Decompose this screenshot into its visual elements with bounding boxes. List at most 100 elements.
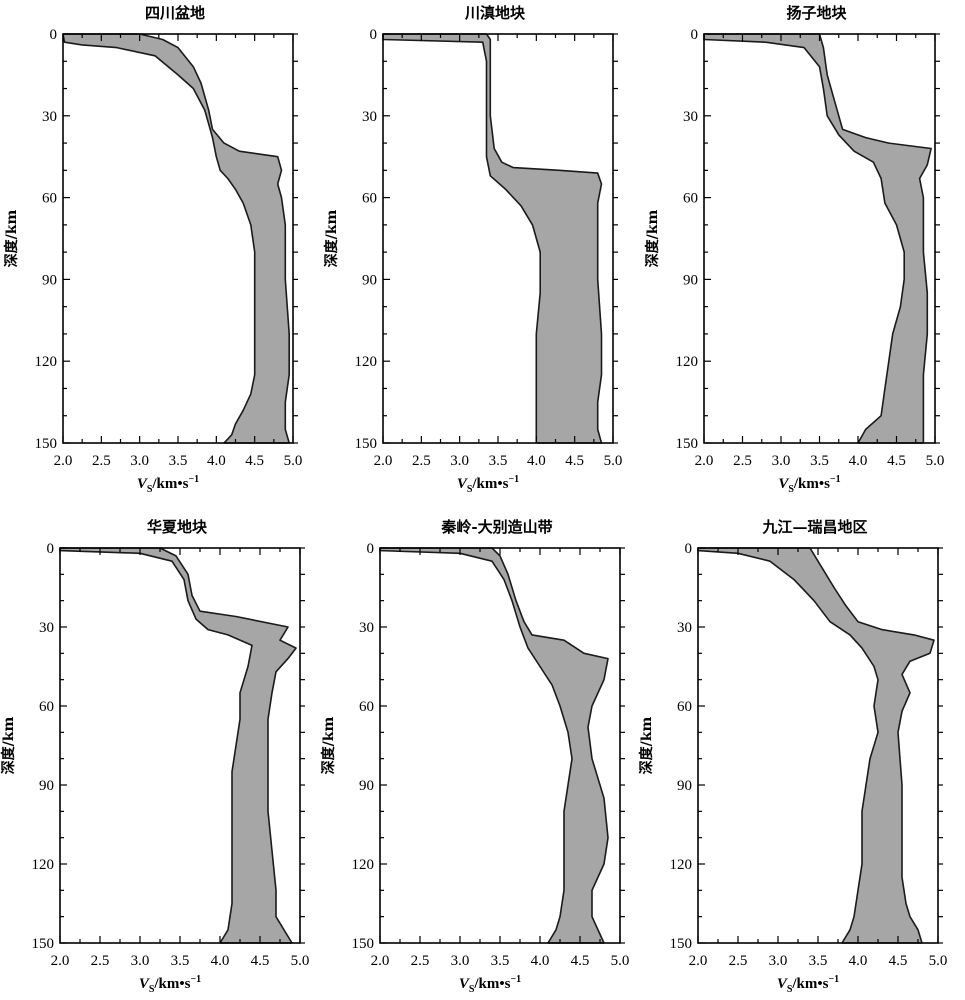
x-axis-label: VS/km•s−1 <box>137 474 199 495</box>
y-tick-label: 120 <box>670 857 693 873</box>
y-axis-label: 深度/km <box>320 717 337 775</box>
x-tick-label: 5.0 <box>926 453 945 469</box>
x-tick-label: 4.0 <box>527 453 546 469</box>
y-tick-label: 150 <box>352 936 375 952</box>
x-tick-label: 2.5 <box>411 953 430 969</box>
x-tick-label: 2.0 <box>371 953 390 969</box>
y-tick-label: 60 <box>683 191 698 207</box>
velocity-band <box>698 548 934 943</box>
x-tick-label: 3.0 <box>451 953 470 969</box>
x-tick-label: 3.5 <box>809 953 828 969</box>
x-tick-label: 3.0 <box>130 453 149 469</box>
x-tick-label: 2.0 <box>689 953 708 969</box>
y-tick-label: 30 <box>359 620 374 636</box>
y-tick-label: 90 <box>677 778 692 794</box>
x-axis-label: VS/km•s−1 <box>778 474 840 495</box>
y-tick-label: 30 <box>683 109 698 125</box>
x-tick-label: 2.5 <box>91 953 110 969</box>
y-tick-label: 60 <box>359 699 374 715</box>
x-tick-label: 3.0 <box>769 953 788 969</box>
chart-panel-1: 2.0 2.5 3.0 3.5 4.0 4.5 5.0 0 30 60 90 120 150 四川盆地深度… <box>3 4 302 495</box>
x-tick-label: 4.5 <box>887 453 906 469</box>
x-tick-label: 5.0 <box>929 953 948 969</box>
chart-panel-5: 2.0 2.5 3.0 3.5 4.0 4.5 5.0 0 30 60 90 120 150 秦岭-大别造… <box>320 518 629 995</box>
x-tick-label: 2.0 <box>374 453 393 469</box>
x-tick-label: 4.5 <box>565 453 584 469</box>
x-tick-label: 4.5 <box>571 953 590 969</box>
x-tick-label: 5.0 <box>604 453 623 469</box>
x-tick-label: 4.0 <box>849 953 868 969</box>
y-tick-label: 60 <box>362 191 377 207</box>
velocity-band <box>704 34 932 443</box>
y-tick-label: 150 <box>35 436 58 452</box>
y-tick-label: 60 <box>42 191 57 207</box>
y-tick-label: 120 <box>355 354 378 370</box>
y-tick-label: 0 <box>367 541 375 557</box>
upper-bound-line <box>383 33 603 444</box>
panel-title: 扬子地块 <box>786 4 847 22</box>
y-axis-label: 深度/km <box>638 717 655 775</box>
velocity-band <box>383 34 602 443</box>
y-tick-label: 120 <box>32 857 55 873</box>
y-tick-label: 90 <box>359 778 374 794</box>
x-tick-label: 2.5 <box>729 953 748 969</box>
y-tick-label: 30 <box>362 109 377 125</box>
x-tick-label: 4.0 <box>849 453 868 469</box>
y-axis-label: 深度/km <box>0 717 17 775</box>
x-tick-label: 3.5 <box>489 453 508 469</box>
y-tick-label: 120 <box>35 354 58 370</box>
velocity-band <box>380 548 608 943</box>
y-tick-label: 150 <box>32 936 55 952</box>
y-tick-label: 120 <box>676 354 699 370</box>
x-tick-label: 3.0 <box>450 453 469 469</box>
x-tick-label: 5.0 <box>291 953 310 969</box>
x-tick-label: 4.5 <box>889 953 908 969</box>
x-axis-label: VS/km•s−1 <box>457 474 519 495</box>
panel-title: 四川盆地 <box>145 4 205 22</box>
lower-bound-line <box>379 548 573 944</box>
x-tick-label: 4.5 <box>245 453 264 469</box>
lower-bound-line <box>697 548 879 944</box>
x-tick-label: 3.0 <box>131 953 150 969</box>
y-axis-label: 深度/km <box>323 210 340 268</box>
x-axis-label: VS/km•s−1 <box>139 974 201 995</box>
x-tick-label: 4.0 <box>207 453 226 469</box>
x-tick-label: 3.5 <box>810 453 829 469</box>
y-tick-label: 30 <box>677 620 692 636</box>
x-axis-label: VS/km•s−1 <box>777 974 839 995</box>
x-tick-label: 2.0 <box>51 953 70 969</box>
y-tick-label: 60 <box>677 699 692 715</box>
panel-title: 秦岭-大别造山带 <box>440 518 552 536</box>
x-axis-label: VS/km•s−1 <box>459 974 521 995</box>
x-tick-label: 3.5 <box>169 453 188 469</box>
x-tick-label: 3.0 <box>772 453 791 469</box>
x-tick-label: 3.5 <box>171 953 190 969</box>
y-tick-label: 90 <box>683 272 698 288</box>
y-tick-label: 0 <box>691 27 699 43</box>
lower-bound-line <box>703 34 906 444</box>
panel-title: 九江—瑞昌地区 <box>761 518 867 536</box>
lower-bound-line <box>59 548 253 944</box>
x-tick-label: 2.5 <box>92 453 111 469</box>
upper-bound-line <box>698 547 935 944</box>
y-tick-label: 0 <box>50 27 58 43</box>
velocity-band <box>60 548 296 943</box>
y-tick-label: 60 <box>39 699 54 715</box>
y-tick-label: 0 <box>685 541 693 557</box>
upper-bound-line <box>704 33 932 443</box>
y-tick-label: 150 <box>355 436 378 452</box>
y-tick-label: 0 <box>47 541 55 557</box>
y-tick-label: 120 <box>352 857 375 873</box>
y-tick-label: 30 <box>42 109 57 125</box>
x-tick-label: 2.0 <box>695 453 714 469</box>
chart-panel-6: 2.0 2.5 3.0 3.5 4.0 4.5 5.0 0 30 60 90 120 150 九江—瑞昌地… <box>638 518 947 995</box>
chart-panel-2: 2.0 2.5 3.0 3.5 4.0 4.5 5.0 0 30 60 90 120 150 川滇地块深度… <box>323 4 622 495</box>
x-tick-label: 4.5 <box>251 953 270 969</box>
y-axis-label: 深度/km <box>644 210 661 268</box>
x-tick-label: 2.5 <box>733 453 752 469</box>
upper-bound-line <box>60 547 297 944</box>
lower-bound-line <box>62 33 256 444</box>
chart-panel-3: 2.0 2.5 3.0 3.5 4.0 4.5 5.0 0 30 60 90 120 150 扬子地块深度… <box>644 4 944 495</box>
y-tick-label: 0 <box>370 27 378 43</box>
